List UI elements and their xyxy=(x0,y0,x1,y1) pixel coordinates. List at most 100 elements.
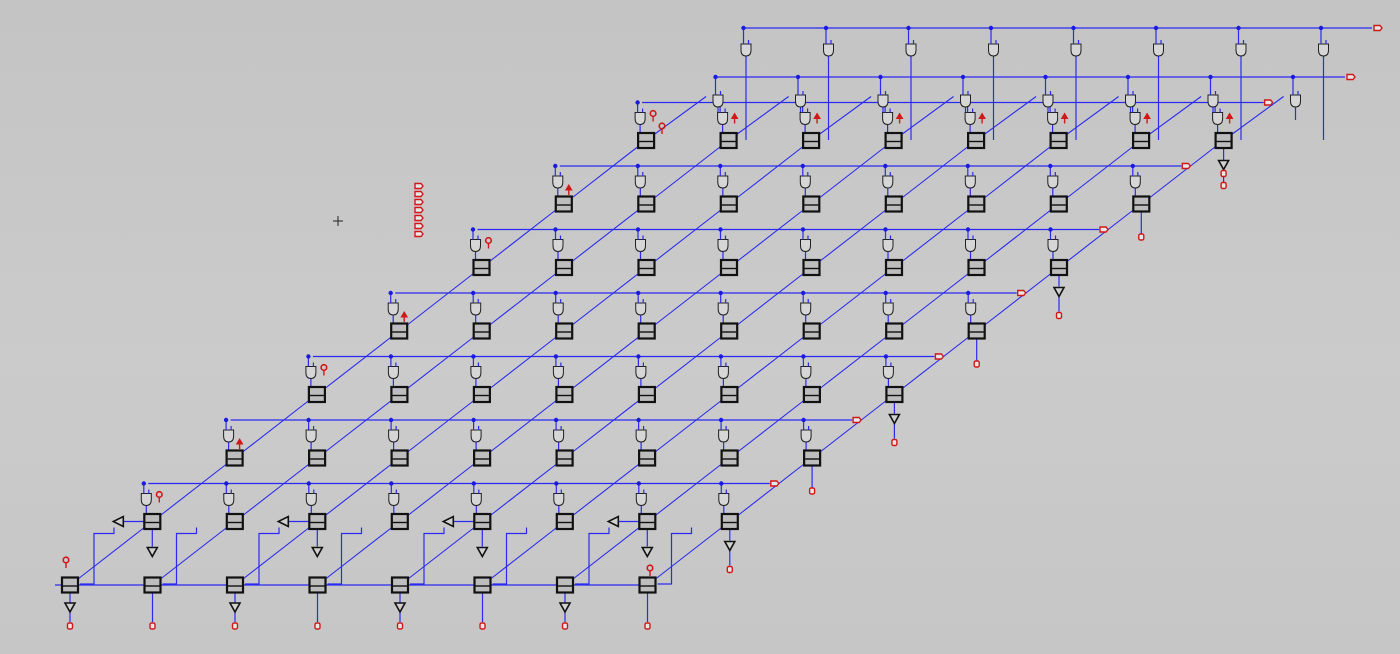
output-pin-icon[interactable] xyxy=(414,222,424,230)
flip-flop-box-icon[interactable] xyxy=(1214,131,1233,150)
flip-flop-box-icon[interactable] xyxy=(637,322,656,340)
output-pin-icon[interactable] xyxy=(726,565,733,574)
output-pin-icon[interactable] xyxy=(396,622,404,630)
and-gate-icon[interactable] xyxy=(1129,108,1141,126)
buffer-triangle-icon[interactable] xyxy=(888,413,901,426)
output-pin-icon[interactable] xyxy=(479,622,486,630)
output-pin-icon[interactable] xyxy=(414,206,424,214)
output-pin-icon[interactable] xyxy=(414,190,424,198)
flip-flop-box-icon[interactable] xyxy=(308,449,327,467)
and-gate-icon[interactable] xyxy=(800,299,812,316)
flip-flop-box-icon[interactable] xyxy=(225,576,245,594)
output-pin-icon[interactable] xyxy=(973,360,980,368)
and-gate-icon[interactable] xyxy=(387,299,399,316)
flip-flop-box-icon[interactable] xyxy=(307,385,326,404)
and-gate-icon[interactable] xyxy=(877,91,889,108)
buffer-triangle-icon[interactable] xyxy=(228,602,242,614)
and-gate-icon[interactable] xyxy=(635,235,646,253)
and-gate-icon[interactable] xyxy=(140,489,152,507)
buffer-triangle-icon[interactable] xyxy=(1052,286,1066,299)
flip-flop-box-icon[interactable] xyxy=(308,576,327,594)
and-gate-icon[interactable] xyxy=(882,108,894,126)
flip-flop-box-icon[interactable] xyxy=(637,195,656,213)
flip-flop-box-icon[interactable] xyxy=(720,449,739,467)
flip-flop-box-icon[interactable] xyxy=(554,258,574,277)
and-gate-icon[interactable] xyxy=(470,489,482,507)
and-gate-icon[interactable] xyxy=(740,40,752,57)
buffer-triangle-icon[interactable] xyxy=(723,540,737,553)
flip-flop-box-icon[interactable] xyxy=(720,322,739,340)
output-pin-icon[interactable] xyxy=(1055,311,1063,320)
flip-flop-box-icon[interactable] xyxy=(967,258,986,277)
output-pin-icon[interactable] xyxy=(231,622,239,630)
input-pin-icon[interactable] xyxy=(1143,112,1151,124)
flip-flop-box-icon[interactable] xyxy=(1049,195,1068,213)
flip-flop-box-icon[interactable] xyxy=(802,195,821,213)
and-gate-icon[interactable] xyxy=(960,91,971,108)
and-gate-icon[interactable] xyxy=(905,40,917,57)
flip-flop-box-icon[interactable] xyxy=(967,322,986,340)
input-pin-icon[interactable] xyxy=(484,236,493,249)
input-pin-icon[interactable] xyxy=(564,184,573,195)
input-pin-icon[interactable] xyxy=(649,109,657,122)
input-pin-icon[interactable] xyxy=(895,112,904,124)
and-gate-icon[interactable] xyxy=(717,235,729,253)
output-pin-icon[interactable] xyxy=(770,480,780,487)
output-pin-icon[interactable] xyxy=(808,487,816,495)
and-gate-icon[interactable] xyxy=(964,108,976,126)
and-gate-icon[interactable] xyxy=(717,108,729,126)
input-pin-icon[interactable] xyxy=(658,122,666,134)
output-pin-icon[interactable] xyxy=(934,353,945,360)
buffer-triangle-icon[interactable] xyxy=(441,515,455,528)
and-gate-icon[interactable] xyxy=(1047,108,1059,126)
flip-flop-box-icon[interactable] xyxy=(225,449,244,467)
flip-flop-box-icon[interactable] xyxy=(473,512,492,531)
and-gate-icon[interactable] xyxy=(635,489,647,507)
and-gate-icon[interactable] xyxy=(882,299,894,316)
and-gate-icon[interactable] xyxy=(1318,40,1329,57)
and-gate-icon[interactable] xyxy=(1047,172,1059,189)
input-pin-icon[interactable] xyxy=(62,556,70,568)
output-pin-icon[interactable] xyxy=(1181,162,1192,170)
flip-flop-box-icon[interactable] xyxy=(719,195,738,213)
output-pin-icon[interactable] xyxy=(414,214,424,222)
flip-flop-box-icon[interactable] xyxy=(473,449,492,467)
and-gate-icon[interactable] xyxy=(635,362,647,380)
flip-flop-box-icon[interactable] xyxy=(1132,195,1151,213)
input-pin-icon[interactable] xyxy=(400,311,409,322)
output-pin-icon[interactable] xyxy=(891,438,898,447)
and-gate-icon[interactable] xyxy=(799,108,811,126)
flip-flop-box-icon[interactable] xyxy=(390,512,409,531)
flip-flop-box-icon[interactable] xyxy=(1131,131,1151,150)
flip-flop-box-icon[interactable] xyxy=(637,258,656,277)
and-gate-icon[interactable] xyxy=(470,426,482,443)
flip-flop-box-icon[interactable] xyxy=(225,512,244,531)
and-gate-icon[interactable] xyxy=(800,362,812,380)
flip-flop-box-icon[interactable] xyxy=(390,385,409,404)
output-pin-icon[interactable] xyxy=(1346,73,1356,81)
flip-flop-box-icon[interactable] xyxy=(390,449,409,467)
and-gate-icon[interactable] xyxy=(882,235,894,253)
flip-flop-box-icon[interactable] xyxy=(638,512,657,531)
and-gate-icon[interactable] xyxy=(553,489,565,507)
flip-flop-box-icon[interactable] xyxy=(472,322,491,340)
and-gate-icon[interactable] xyxy=(1070,40,1082,57)
and-gate-icon[interactable] xyxy=(634,108,646,126)
and-gate-icon[interactable] xyxy=(552,299,564,316)
output-pin-icon[interactable] xyxy=(852,416,862,424)
flip-flop-box-icon[interactable] xyxy=(390,322,409,340)
and-gate-icon[interactable] xyxy=(634,172,646,189)
flip-flop-box-icon[interactable] xyxy=(1049,258,1069,277)
and-gate-icon[interactable] xyxy=(712,91,724,108)
and-gate-icon[interactable] xyxy=(553,426,565,443)
and-gate-icon[interactable] xyxy=(223,426,235,443)
buffer-triangle-icon[interactable] xyxy=(145,546,159,559)
flip-flop-box-icon[interactable] xyxy=(966,131,986,150)
output-pin-icon[interactable] xyxy=(1220,181,1227,190)
and-gate-icon[interactable] xyxy=(882,172,894,189)
flip-flop-box-icon[interactable] xyxy=(555,322,574,340)
output-pin-icon[interactable] xyxy=(1138,233,1145,241)
flip-flop-box-icon[interactable] xyxy=(143,512,162,531)
flip-flop-box-icon[interactable] xyxy=(554,195,573,213)
and-gate-icon[interactable] xyxy=(964,172,976,189)
